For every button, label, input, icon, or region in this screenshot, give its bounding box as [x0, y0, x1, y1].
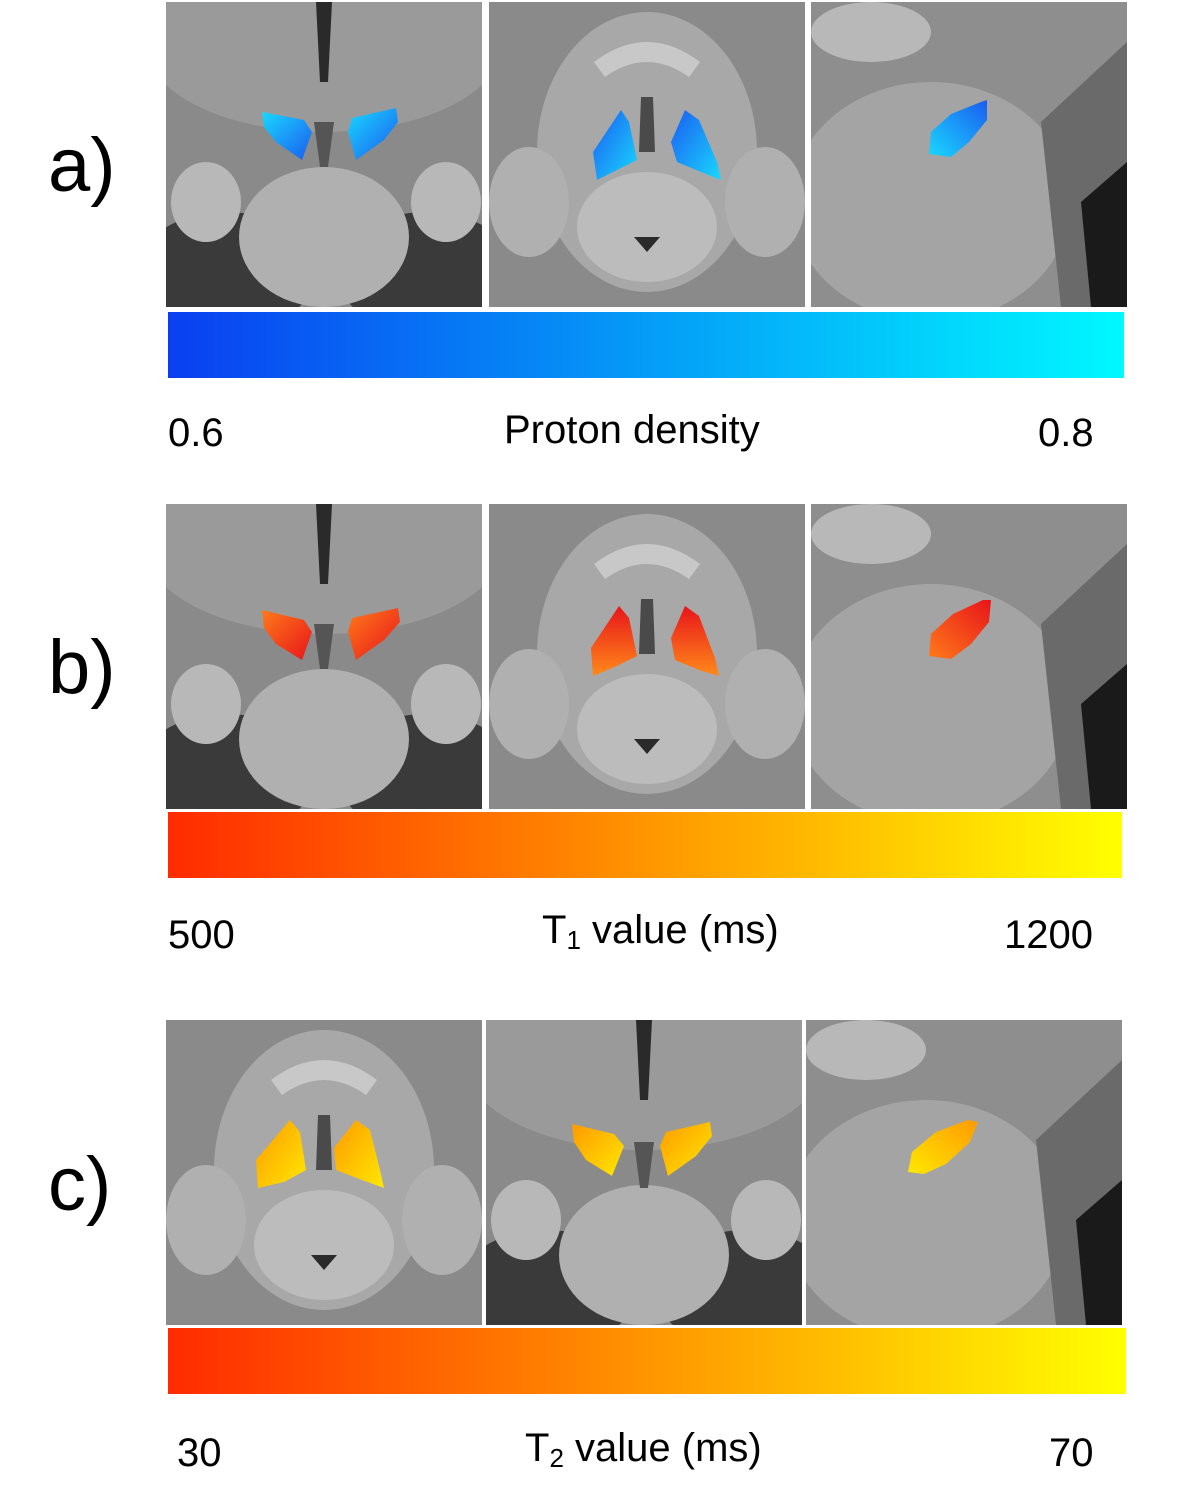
colorbar-min-c: 30 — [177, 1431, 222, 1475]
colorbar-a — [168, 312, 1124, 378]
overlay-region — [929, 600, 991, 659]
colorbar-max-a: 0.8 — [1038, 411, 1094, 455]
overlay-region-right — [660, 1122, 712, 1176]
panel-label-a: a) — [48, 123, 116, 208]
overlay-region-left — [593, 110, 637, 180]
overlay-region-right — [671, 110, 721, 180]
overlay-region-right — [671, 606, 719, 676]
mri-coronal-slice-c — [486, 1020, 802, 1325]
overlay-region-left — [572, 1124, 624, 1176]
overlay-region-left — [256, 1120, 306, 1188]
mri-axial-slice-c — [166, 1020, 482, 1325]
mri-coronal-slice-b — [166, 504, 482, 809]
mri-sagittal-slice-b — [811, 504, 1127, 809]
overlay-region-right — [334, 1120, 384, 1188]
colorbar-caption-a: Proton density — [504, 408, 760, 452]
colorbar-b — [168, 812, 1122, 878]
overlay-region — [908, 1120, 978, 1174]
mri-axial-slice-b — [489, 504, 805, 809]
overlay-region-left — [591, 606, 637, 676]
colorbar-min-a: 0.6 — [168, 411, 224, 455]
mri-coronal-slice-a — [166, 2, 482, 307]
mri-sagittal-slice-c — [806, 1020, 1122, 1325]
colorbar-caption-b: T1 value (ms) — [542, 908, 779, 955]
colorbar-max-c: 70 — [1049, 1431, 1094, 1475]
colorbar-caption-c: T2 value (ms) — [525, 1426, 762, 1473]
panel-label-c: c) — [48, 1142, 112, 1227]
overlay-region-left — [262, 610, 312, 660]
overlay-region-left — [262, 112, 312, 160]
colorbar-c — [168, 1328, 1126, 1394]
mri-axial-slice-a — [489, 2, 805, 307]
colorbar-min-b: 500 — [168, 913, 235, 957]
colorbar-max-b: 1200 — [1004, 913, 1093, 957]
mri-sagittal-slice-a — [811, 2, 1127, 307]
overlay-region — [929, 100, 987, 157]
panel-label-b: b) — [48, 625, 116, 710]
overlay-region-right — [348, 108, 398, 160]
overlay-region-right — [348, 608, 400, 660]
